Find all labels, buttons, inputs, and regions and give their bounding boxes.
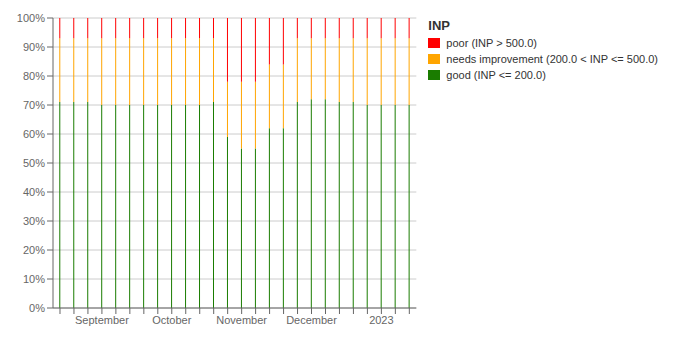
svg-text:30%: 30% — [23, 215, 45, 227]
svg-text:December: December — [286, 314, 337, 326]
svg-text:20%: 20% — [23, 244, 45, 256]
svg-text:100%: 100% — [17, 12, 45, 24]
svg-text:November: November — [216, 314, 267, 326]
svg-text:40%: 40% — [23, 186, 45, 198]
html-text:poor (INP > 500.0): poor (INP > 500.0) — [446, 37, 537, 49]
svg-text:10%: 10% — [23, 273, 45, 285]
html-text:good (INP <= 200.0): good (INP <= 200.0) — [446, 69, 546, 81]
svg-text:September: September — [75, 314, 129, 326]
html-text:INP: INP — [428, 18, 450, 33]
svg-text:60%: 60% — [23, 128, 45, 140]
svg-text:October: October — [152, 314, 191, 326]
svg-text:50%: 50% — [23, 157, 45, 169]
svg-text:80%: 80% — [23, 70, 45, 82]
svg-text:70%: 70% — [23, 99, 45, 111]
svg-text:0%: 0% — [29, 302, 45, 314]
html-text:needs improvement (200.0 < INP: needs improvement (200.0 < INP <= 500.0) — [446, 53, 658, 65]
svg-text:90%: 90% — [23, 41, 45, 53]
svg-text:2023: 2023 — [369, 314, 393, 326]
